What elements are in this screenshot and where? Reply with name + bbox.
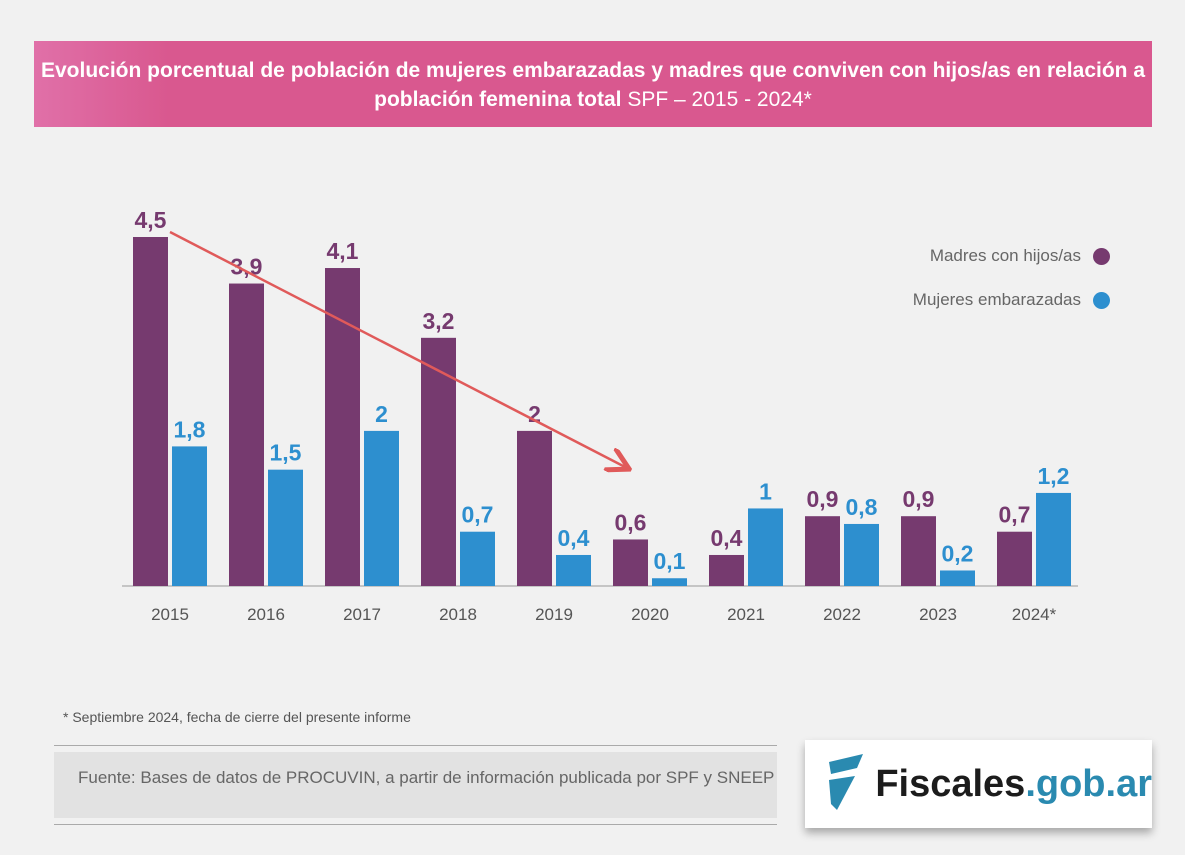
- data-label: 2: [528, 401, 541, 427]
- bar: [613, 539, 648, 586]
- x-tick-label: 2023: [919, 605, 957, 624]
- data-label: 0,8: [846, 494, 878, 520]
- bar: [709, 554, 744, 586]
- legend-swatch: [1093, 291, 1110, 309]
- data-label: 0,7: [462, 502, 494, 528]
- bar: [901, 516, 936, 586]
- bar: [133, 237, 168, 586]
- data-label: 0,1: [654, 548, 686, 574]
- legend-label: Mujeres embarazadas: [912, 290, 1081, 309]
- bar: [805, 516, 840, 586]
- data-label: 1,2: [1038, 463, 1070, 489]
- x-tick-label: 2016: [247, 605, 285, 624]
- x-tick-label: 2017: [343, 605, 381, 624]
- trend-arrow: [169, 230, 627, 468]
- data-label: 0,2: [942, 540, 974, 566]
- data-label: 1,8: [174, 416, 206, 442]
- footnote: * Septiembre 2024, fecha de cierre del p…: [63, 709, 411, 725]
- x-tick-label: 2019: [535, 605, 573, 624]
- legend-swatch: [1093, 247, 1110, 265]
- bar: [652, 578, 687, 586]
- source-text: Fuente: Bases de datos de PROCUVIN, a pa…: [54, 752, 777, 818]
- logo-f-icon: [829, 754, 863, 810]
- bar: [1036, 492, 1071, 586]
- data-label: 4,1: [327, 238, 359, 264]
- logo-main: Fiscales: [875, 762, 1026, 805]
- bar: [940, 570, 975, 586]
- bar-chart: 4,51,820153,91,520164,1220173,20,7201820…: [122, 207, 1078, 624]
- legend-label: Madres con hijos/as: [929, 246, 1081, 265]
- bar: [268, 469, 303, 586]
- bar: [748, 508, 783, 586]
- legend-item-embarazadas: Mujeres embarazadas: [913, 290, 1110, 310]
- logo-domain: .gob.ar: [1025, 762, 1152, 805]
- legend-item-madres: Madres con hijos/as: [930, 246, 1110, 266]
- bar: [421, 337, 456, 586]
- data-label: 4,5: [135, 207, 167, 233]
- data-label: 0,6: [615, 509, 647, 535]
- source-box: Fuente: Bases de datos de PROCUVIN, a pa…: [54, 745, 777, 825]
- title-light: SPF – 2015 - 2024*: [627, 88, 812, 111]
- data-label: 0,9: [903, 486, 935, 512]
- bar: [229, 283, 264, 586]
- bar: [997, 531, 1032, 586]
- chart-title: Evolución porcentual de población de muj…: [34, 41, 1152, 127]
- title-bold: Evolución porcentual de población de muj…: [40, 59, 1146, 111]
- data-label: 2: [375, 401, 388, 427]
- x-tick-label: 2024*: [1012, 605, 1057, 624]
- bar: [556, 554, 591, 586]
- data-label: 1,5: [270, 440, 302, 466]
- bar: [364, 430, 399, 586]
- data-label: 0,7: [999, 502, 1031, 528]
- bar: [172, 446, 207, 586]
- data-label: 1: [759, 478, 772, 504]
- x-tick-label: 2021: [727, 605, 765, 624]
- x-tick-label: 2022: [823, 605, 861, 624]
- logo: Fiscales.gob.ar: [805, 740, 1152, 828]
- x-tick-label: 2018: [439, 605, 477, 624]
- bar: [517, 430, 552, 586]
- x-tick-label: 2020: [631, 605, 669, 624]
- bar: [460, 531, 495, 586]
- data-label: 0,4: [558, 525, 590, 551]
- data-label: 0,9: [807, 486, 839, 512]
- data-label: 0,4: [711, 525, 743, 551]
- data-label: 3,2: [423, 308, 455, 334]
- bar: [844, 523, 879, 586]
- x-tick-label: 2015: [151, 605, 189, 624]
